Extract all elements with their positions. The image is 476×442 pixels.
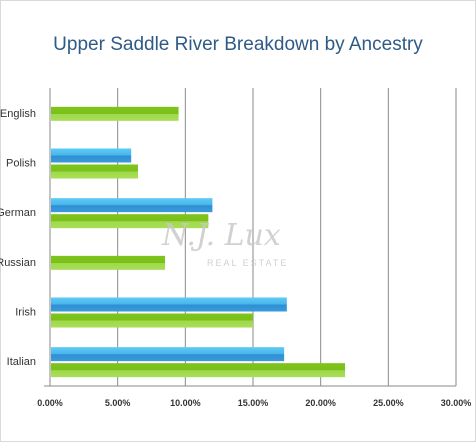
category-label: Polish <box>6 158 36 170</box>
x-tick-label: 20.00% <box>305 398 336 408</box>
watermark-text: N.J. Lux <box>161 218 281 253</box>
category-label: English <box>0 108 36 120</box>
bar-italian-series-1 <box>51 347 285 362</box>
category-label: German <box>0 207 36 219</box>
bar-german-series-1 <box>51 198 213 213</box>
x-tick-label: 10.00% <box>170 398 201 408</box>
x-tick-label: 15.00% <box>238 398 269 408</box>
x-tick-label: 0.00% <box>37 398 63 408</box>
chart-title: Upper Saddle River Breakdown by Ancestry <box>53 34 423 55</box>
category-label: Irish <box>15 307 36 319</box>
bar-irish-series-2 <box>51 313 253 328</box>
bar-english-series-2 <box>51 106 179 121</box>
x-tick-label: 5.00% <box>105 398 131 408</box>
bar-german-series-2 <box>51 214 209 229</box>
bar-irish-series-1 <box>51 297 287 312</box>
category-label: Russian <box>0 257 36 269</box>
bar-polish-series-1 <box>51 148 132 163</box>
watermark-subtext: REAL ESTATE <box>207 258 288 268</box>
bar-polish-series-2 <box>51 164 138 179</box>
x-tick-label: 30.00% <box>441 398 472 408</box>
category-label: Italian <box>7 356 36 368</box>
x-tick-label: 25.00% <box>373 398 404 408</box>
bar-italian-series-2 <box>51 363 346 378</box>
bar-russian-series-2 <box>51 255 166 270</box>
